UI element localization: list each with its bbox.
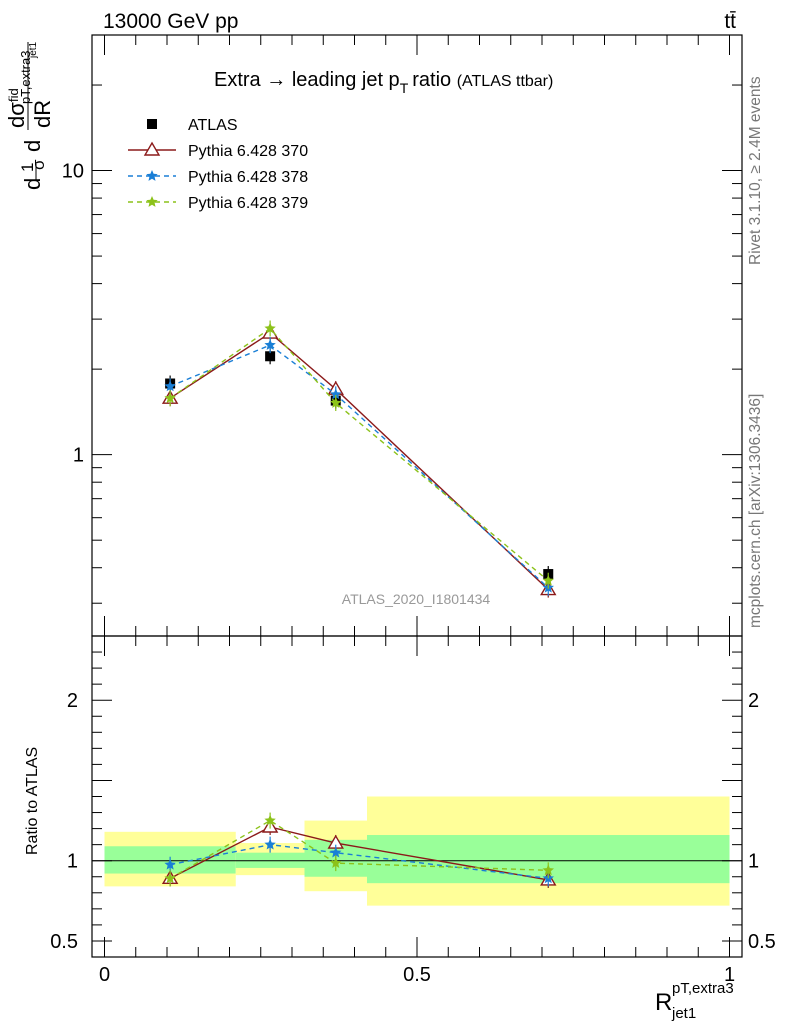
main-point [264,322,276,334]
chart-title: Extra → leading jet pT ratio (ATLAS ttbar… [214,69,553,96]
svg-text:jet1: jet1 [28,41,39,59]
main-point [264,339,276,350]
analysis-label: ATLAS_2020_I1801434 [342,591,491,607]
legend-label: Pythia 6.428 378 [188,169,308,186]
legend-label: Pythia 6.428 370 [188,143,308,160]
main-line-1 [169,332,549,591]
svg-text:R: R [655,989,672,1016]
main-panel: 1 10 ATLAS Pythia 6.428 370 Pythia 6.428 378… [62,34,743,637]
xlabel: R pT,extra3 jet1 [655,980,734,1022]
main-point [330,397,342,408]
svg-text:d: d [20,140,45,152]
ratio-line-2 [169,819,549,879]
xtick-label: 0.5 [403,964,431,986]
legend-label: ATLAS [188,117,238,134]
ratio-ytick-label-left: 0.5 [50,931,78,953]
ratio-point [264,814,276,826]
svg-text:pT,extra3: pT,extra3 [18,51,33,104]
ratio-point [330,857,342,868]
rivet-label: Rivet 3.1.10, ≥ 2.4M events [747,76,764,265]
svg-text:dR: dR [30,100,55,128]
main-point [164,380,176,392]
ratio-line-0 [169,826,549,881]
svg-text:σ: σ [29,159,48,170]
legend-marker [146,196,158,207]
main-point [330,388,342,400]
header-left: 13000 GeV pp [103,10,238,33]
xtick-label: 1 [724,964,735,986]
legend-label: Pythia 6.428 379 [188,195,308,212]
main-ytick-label: 10 [62,161,84,183]
legend: ATLAS Pythia 6.428 370 Pythia 6.428 378 Pyt… [128,117,308,212]
ratio-line-1 [169,843,549,880]
header-right: tt̄ [724,10,736,33]
svg-text:1: 1 [18,163,37,172]
ratio-ytick-label-right: 0.5 [748,931,776,953]
ratio-ytick-label-left: 2 [67,690,78,712]
main-ytick-label: 1 [73,445,84,467]
svg-text:dσ: dσ [4,102,29,128]
main-point [265,351,276,362]
main-ylabel: d 1 σ d dσ fid pT,extra3 jet1 dR [4,41,55,190]
main-point [542,574,554,586]
ratio-point [264,838,276,850]
svg-text:pT,extra3: pT,extra3 [672,980,734,997]
ratio-point [164,858,176,870]
svg-text:d: d [20,178,45,190]
ratio-ytick-label-right: 1 [748,851,759,873]
ratio-point [542,864,554,876]
svg-text:fid: fid [6,88,21,102]
ratio-point [164,872,176,884]
ratio-ylabel: Ratio to ATLAS [24,747,41,855]
svg-text:jet1: jet1 [671,1005,696,1022]
legend-marker [146,170,158,181]
main-line-2 [169,344,549,589]
ratio-panel: 0.5 0.5 1 1 2 2 0 0.5 1 [50,635,776,986]
legend-marker [147,119,157,129]
main-line-3 [169,327,549,582]
ratio-ytick-label-right: 2 [748,690,759,712]
xtick-label: 0 [99,964,110,986]
ratio-point [330,846,342,858]
mcplots-label: mcplots.cern.ch [arXiv:1306.3436] [747,394,764,628]
main-point [164,392,176,404]
ratio-ytick-label-left: 1 [67,851,78,873]
legend-marker [143,141,161,156]
